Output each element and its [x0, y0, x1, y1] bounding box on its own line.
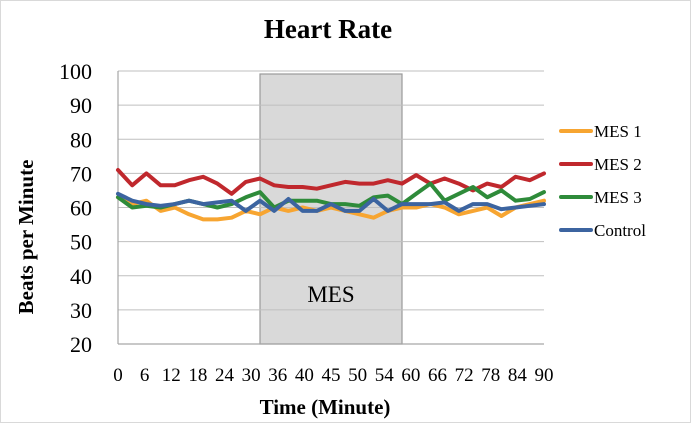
- x-tick-label: 45: [322, 365, 341, 386]
- series-line-mes-1: [116, 195, 546, 222]
- series-line-mes-2: [116, 168, 546, 196]
- x-tick-label: 18: [188, 365, 207, 386]
- y-tick-label: 70: [70, 161, 92, 186]
- x-tick-label: 50: [348, 365, 367, 386]
- series-line-control: [116, 191, 546, 213]
- legend-label: MES 3: [594, 188, 642, 207]
- y-tick-label: 60: [70, 196, 92, 221]
- x-tick-label: 84: [508, 365, 528, 386]
- y-tick-label: 50: [70, 230, 92, 255]
- x-tick-label: 30: [242, 365, 261, 386]
- legend-label: MES 1: [594, 122, 642, 141]
- y-tick-label: 90: [70, 93, 92, 118]
- x-tick-label: 24: [215, 365, 235, 386]
- x-tick-label: 90: [535, 365, 554, 386]
- y-tick-label: 30: [70, 298, 92, 323]
- y-tick-label: 20: [70, 332, 92, 357]
- legend-label: MES 2: [594, 155, 642, 174]
- chart-title: Heart Rate: [264, 14, 392, 44]
- x-tick-label: 78: [481, 365, 500, 386]
- x-tick-label: 72: [455, 365, 474, 386]
- mes-region-label: MES: [307, 282, 354, 307]
- x-axis-title: Time (Minute): [260, 395, 391, 419]
- y-tick-label: 100: [59, 59, 92, 84]
- x-tick-label: 36: [268, 365, 287, 386]
- x-tick-label: 6: [140, 365, 150, 386]
- x-tick-label: 66: [428, 365, 447, 386]
- x-tick-label: 0: [113, 365, 123, 386]
- x-tick-label: 54: [375, 365, 395, 386]
- x-tick-label: 60: [401, 365, 420, 386]
- y-tick-label: 80: [70, 127, 92, 152]
- x-tick-label: 12: [162, 365, 181, 386]
- legend-label: Control: [594, 221, 646, 240]
- y-tick-label: 40: [70, 264, 92, 289]
- y-axis-title: Beats per Minute: [14, 160, 38, 315]
- x-tick-label: 40: [295, 365, 314, 386]
